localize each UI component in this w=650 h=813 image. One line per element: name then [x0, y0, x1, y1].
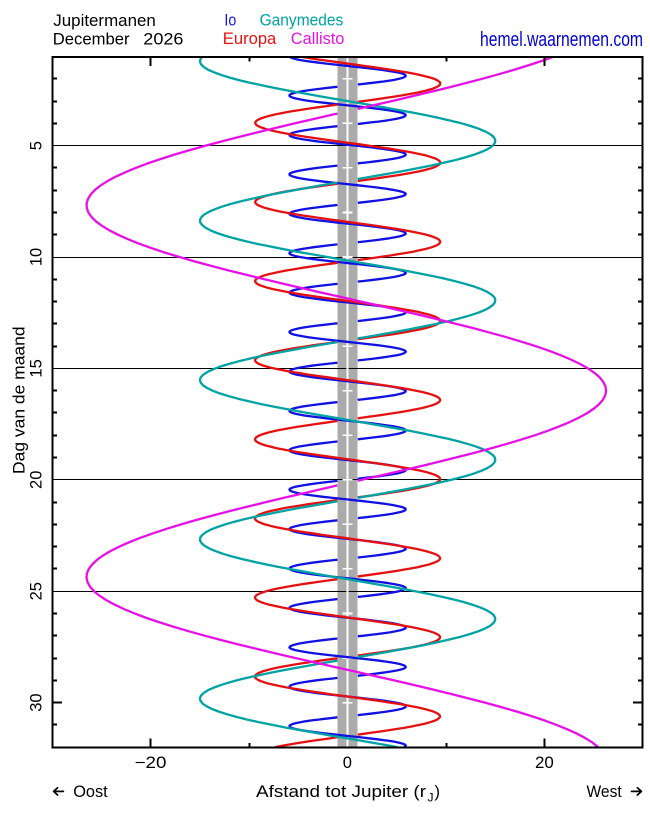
svg-text:J: J [428, 791, 434, 805]
svg-text:): ) [435, 783, 441, 801]
svg-text:Europa: Europa [223, 30, 277, 48]
svg-text:25: 25 [28, 582, 46, 600]
svg-text:−20: −20 [135, 754, 167, 772]
svg-text:20: 20 [28, 471, 46, 489]
svg-text:30: 30 [28, 693, 46, 711]
svg-text:Io: Io [224, 12, 236, 30]
svg-text:West: West [587, 783, 623, 801]
svg-text:December: December [53, 30, 130, 48]
svg-text:2026: 2026 [143, 30, 183, 48]
svg-text:15: 15 [28, 359, 46, 377]
svg-text:Dag van de maand: Dag van de maand [11, 326, 29, 474]
svg-text:0: 0 [343, 754, 352, 772]
svg-text:Callisto: Callisto [291, 30, 345, 48]
svg-text:Jupitermanen: Jupitermanen [53, 12, 156, 30]
svg-text:Ganymedes: Ganymedes [260, 12, 344, 30]
svg-text:5: 5 [28, 141, 46, 150]
svg-text:20: 20 [535, 754, 554, 772]
svg-text:Afstand tot Jupiter (r: Afstand tot Jupiter (r [256, 783, 427, 801]
svg-text:Oost: Oost [73, 783, 108, 801]
svg-text:10: 10 [28, 248, 46, 266]
svg-text:hemel.waarnemen.com: hemel.waarnemen.com [480, 28, 643, 51]
